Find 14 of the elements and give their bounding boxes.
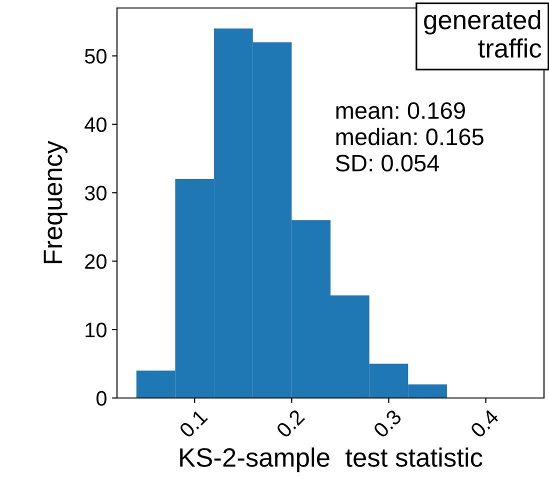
y-tick-label: 0: [96, 391, 106, 406]
y-tick-label: 20: [85, 254, 106, 269]
annotation: generated traffic: [424, 10, 542, 58]
y-tick-label: 50: [84, 48, 106, 64]
y-tick-label: 40: [84, 117, 106, 132]
x-axis-title: KS-2-sample test statistic: [180, 447, 482, 472]
x-tick-label: 0.2: [276, 408, 306, 438]
x-tick-label: 0.4: [470, 408, 500, 438]
y-tick-label: 30: [84, 186, 106, 200]
x-tick-label: 0.1: [178, 408, 208, 438]
y-tick-label: 10: [86, 322, 106, 338]
y-axis-title: Frequency: [44, 140, 68, 264]
x-tick-label: 0.3: [372, 408, 402, 438]
annotation: mean: 0.169 median: 0.165 SD: 0.054: [336, 102, 484, 172]
